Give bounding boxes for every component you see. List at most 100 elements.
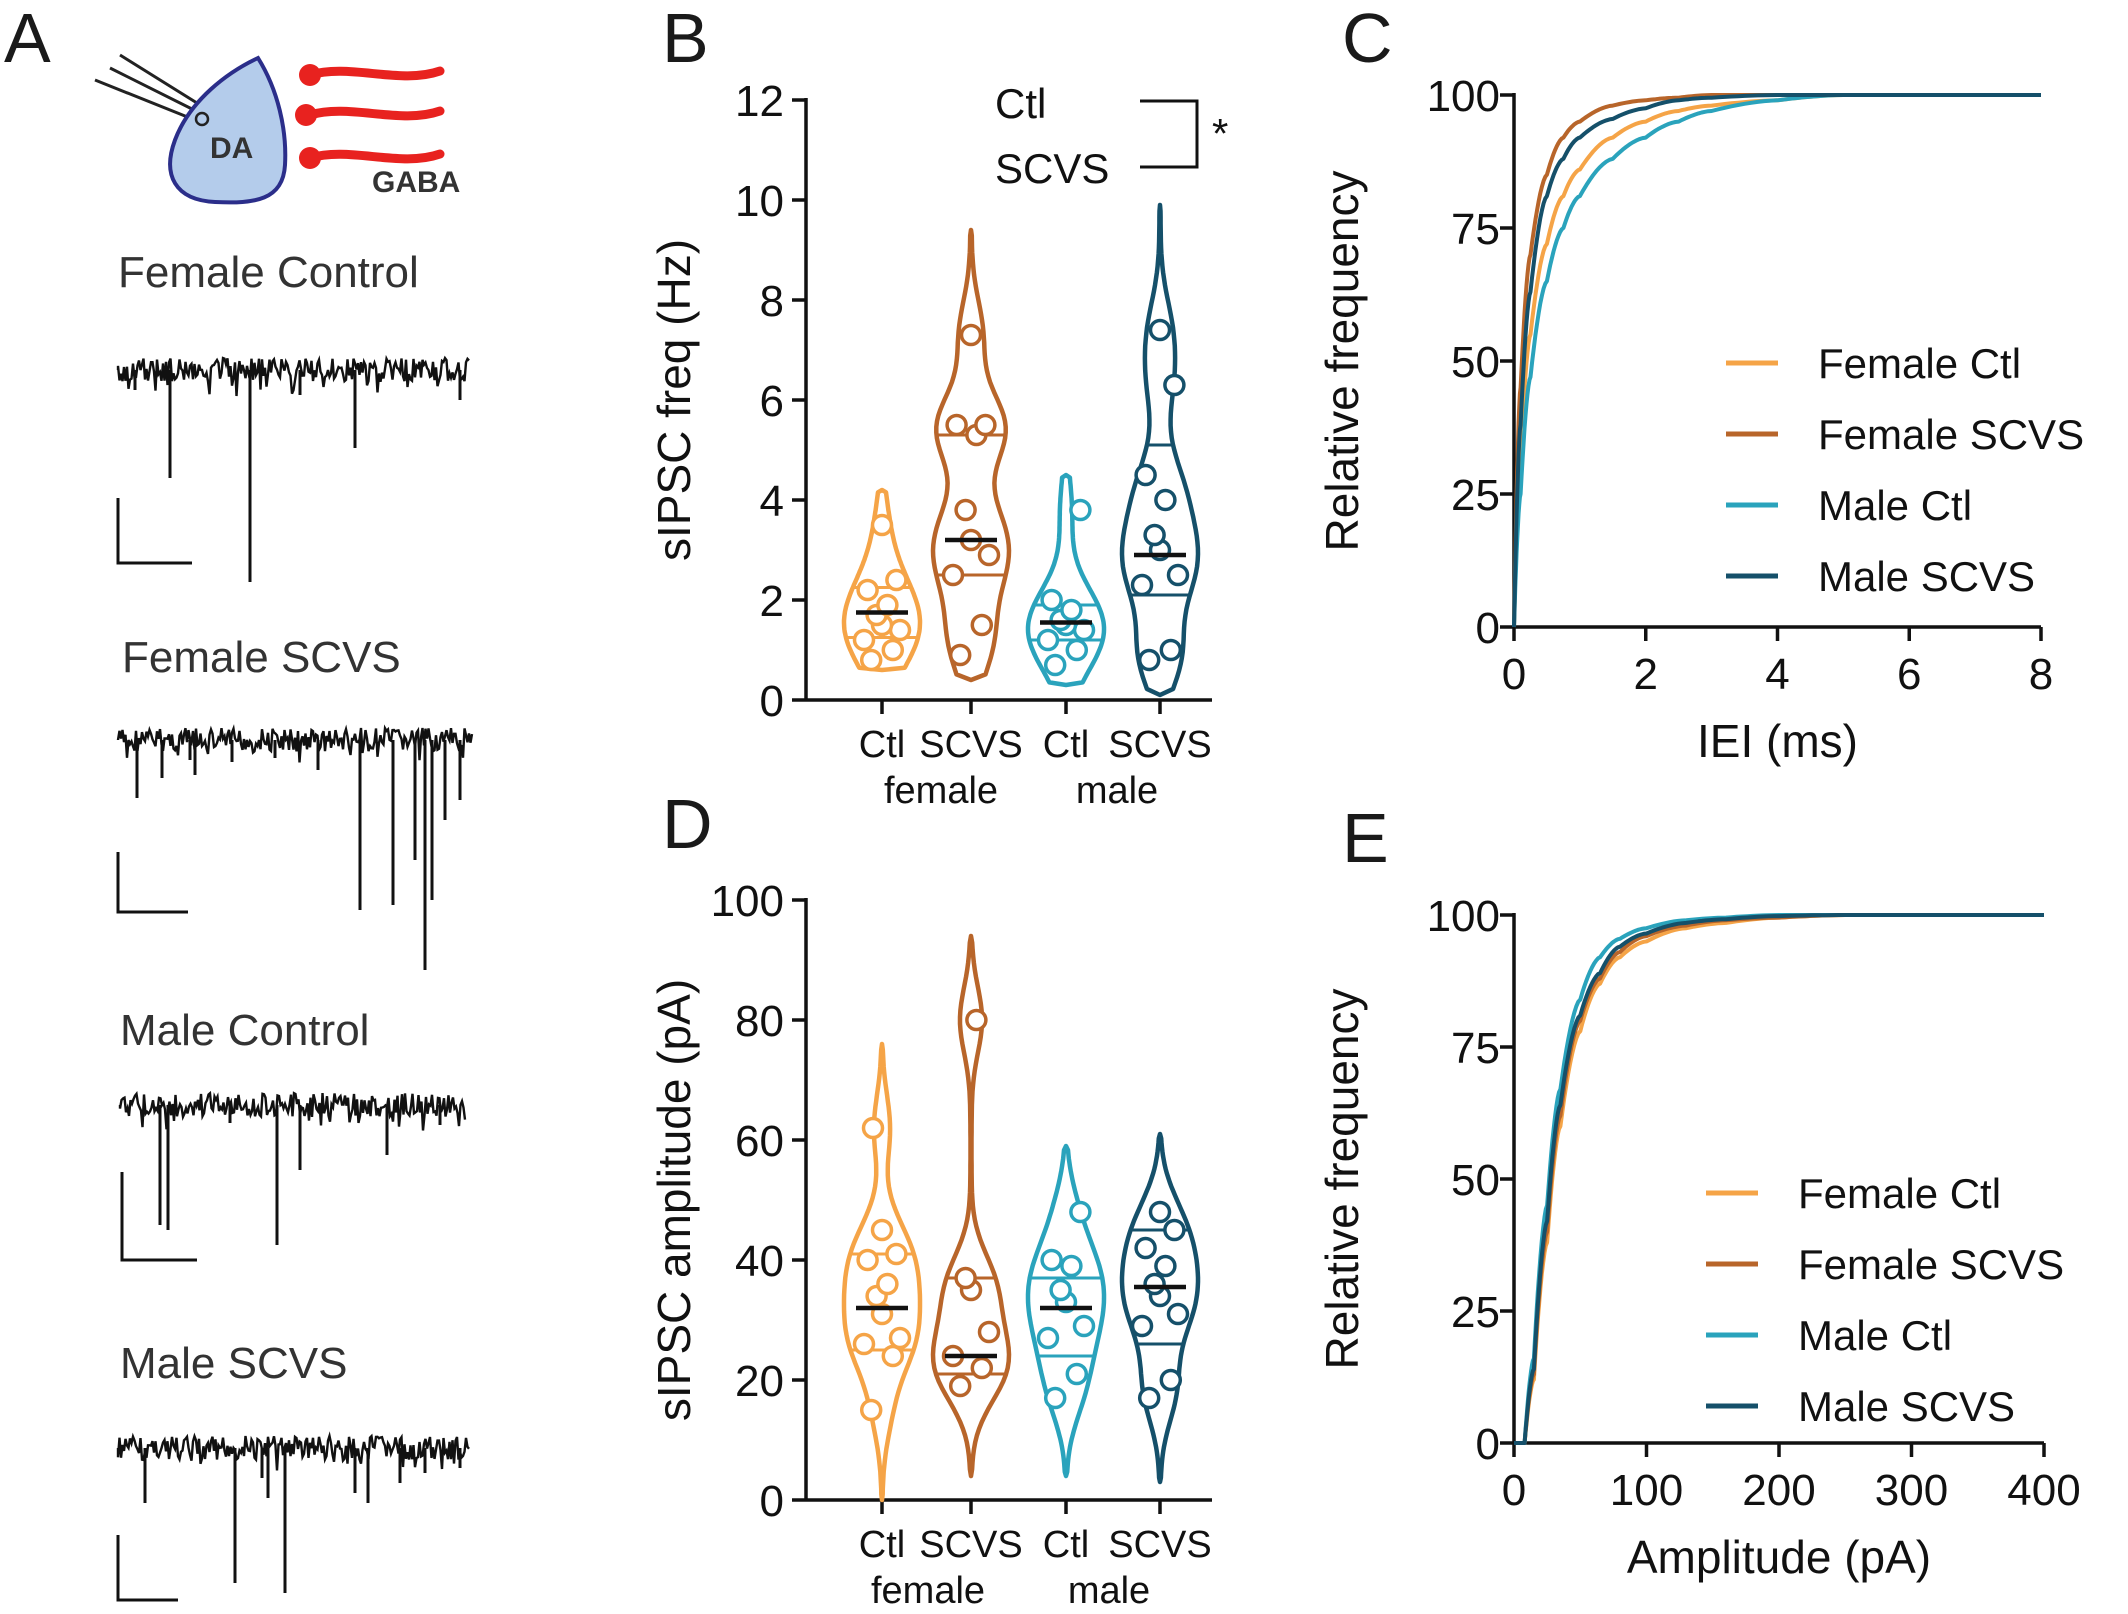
- violin-outline: [1025, 472, 1107, 688]
- data-point: [1130, 1314, 1154, 1338]
- data-point: [870, 1218, 894, 1242]
- y-tick-label: 4: [760, 477, 784, 526]
- y-tick-label: 100: [1427, 892, 1500, 941]
- violin-outline: [1119, 202, 1201, 698]
- data-point: [1130, 573, 1154, 597]
- data-point: [1040, 588, 1063, 612]
- pipette-tip-icon: [194, 111, 210, 127]
- data-point: [1134, 463, 1157, 487]
- gaba-input-icon: [295, 64, 445, 169]
- y-axis-label: sIPSC freq (Hz): [648, 239, 700, 561]
- data-point: [859, 648, 883, 672]
- legend-label: Female Ctl: [1818, 340, 2021, 387]
- x-tick-label: 0: [1502, 1466, 1526, 1515]
- legend-label: Male Ctl: [1798, 1312, 1952, 1359]
- cell-schematic: DA GABA: [94, 53, 460, 205]
- data-point: [1143, 523, 1166, 547]
- x-group-label: male: [1068, 1570, 1150, 1612]
- data-point: [948, 1374, 972, 1398]
- gaba-axon-line: [305, 66, 445, 81]
- x-category-label: SCVS: [1108, 724, 1211, 766]
- cumulative-series-line: [1512, 93, 2041, 628]
- trace-title: Female SCVS: [122, 633, 401, 682]
- data-point: [856, 578, 879, 602]
- data-point: [876, 1272, 899, 1296]
- data-point: [974, 413, 997, 437]
- x-group-label: male: [1076, 770, 1158, 812]
- current-trace: [116, 1431, 470, 1471]
- x-category-label: SCVS: [919, 724, 1022, 766]
- panel-letter-e: E: [1342, 799, 1389, 877]
- data-point: [941, 563, 965, 587]
- significance-label: SCVS: [995, 145, 1109, 192]
- violin-outline: [930, 227, 1012, 683]
- x-category-label: SCVS: [919, 1524, 1022, 1566]
- data-point: [881, 1344, 905, 1368]
- y-tick-label: 0: [1476, 604, 1500, 653]
- x-group-label: female: [871, 1570, 985, 1612]
- y-tick-label: 8: [760, 277, 784, 326]
- gaba-label: GABA: [372, 166, 460, 199]
- legend-label: Male SCVS: [1818, 553, 2035, 600]
- data-point: [954, 498, 977, 522]
- gaba-axon-line: [305, 106, 445, 121]
- data-point: [1043, 653, 1067, 677]
- legend-label: Male Ctl: [1818, 482, 1972, 529]
- data-point: [881, 638, 905, 662]
- data-point: [970, 1356, 994, 1380]
- y-tick-label: 40: [735, 1237, 784, 1286]
- data-point: [977, 1320, 1001, 1344]
- data-point: [1069, 498, 1092, 522]
- data-point: [977, 543, 1001, 567]
- y-tick-label: 2: [760, 577, 784, 626]
- data-point: [1163, 1218, 1186, 1242]
- data-point: [1159, 1368, 1183, 1392]
- data-point: [945, 413, 968, 437]
- significance-bracket: [1140, 99, 1199, 169]
- x-group-label: female: [884, 770, 998, 812]
- cumulative-chart-amplitude: 0 25 50 75 100 0 100 200 300 400 Amplitude (pA) Rel…: [1316, 892, 2081, 1583]
- legend-label: Male SCVS: [1798, 1383, 2015, 1430]
- y-tick-label: 0: [760, 677, 784, 726]
- gaba-axon-line: [305, 149, 445, 164]
- panel-letter-c: C: [1342, 0, 1393, 77]
- x-category-label: SCVS: [1108, 1524, 1211, 1566]
- data-point: [1154, 488, 1177, 512]
- y-tick-label: 50: [1451, 1156, 1500, 1205]
- x-axis-label: Amplitude (pA): [1627, 1531, 1931, 1583]
- gaba-terminal-dot: [299, 147, 321, 169]
- violin-outline: [930, 933, 1012, 1479]
- x-tick-label: 300: [1875, 1466, 1948, 1515]
- data-point: [1134, 1236, 1157, 1260]
- x-category-label: Ctl: [1043, 1524, 1089, 1566]
- data-point: [1036, 628, 1060, 652]
- da-neuron-icon: [168, 55, 288, 205]
- violin-outline: [841, 487, 923, 673]
- cell-label: DA: [210, 132, 253, 165]
- data-point: [1143, 1272, 1166, 1296]
- significance-label: Ctl: [995, 80, 1046, 127]
- data-point: [1137, 648, 1161, 672]
- pipette-line: [94, 78, 201, 124]
- data-point: [948, 643, 972, 667]
- cumulative-series-line: [1512, 93, 2041, 628]
- data-point: [954, 1266, 977, 1290]
- scale-bar: [116, 852, 188, 914]
- data-point: [852, 628, 876, 652]
- data-point: [1072, 1314, 1096, 1338]
- gaba-terminal-dot: [299, 64, 321, 86]
- panel-letter-b: B: [662, 0, 709, 77]
- x-category-label: Ctl: [1043, 724, 1089, 766]
- trace-panel: Female Control Female SCVS Male Control …: [116, 248, 474, 1602]
- x-category-label: Ctl: [859, 724, 905, 766]
- y-tick-label: 75: [1451, 205, 1500, 254]
- data-point: [1060, 1254, 1083, 1278]
- violin-outline: [1025, 1143, 1107, 1479]
- data-point: [1137, 1386, 1161, 1410]
- scale-bar: [120, 1172, 197, 1262]
- data-point: [1166, 1302, 1190, 1326]
- data-point: [1040, 1248, 1063, 1272]
- current-trace: [116, 354, 470, 397]
- x-category-label: Ctl: [859, 1524, 905, 1566]
